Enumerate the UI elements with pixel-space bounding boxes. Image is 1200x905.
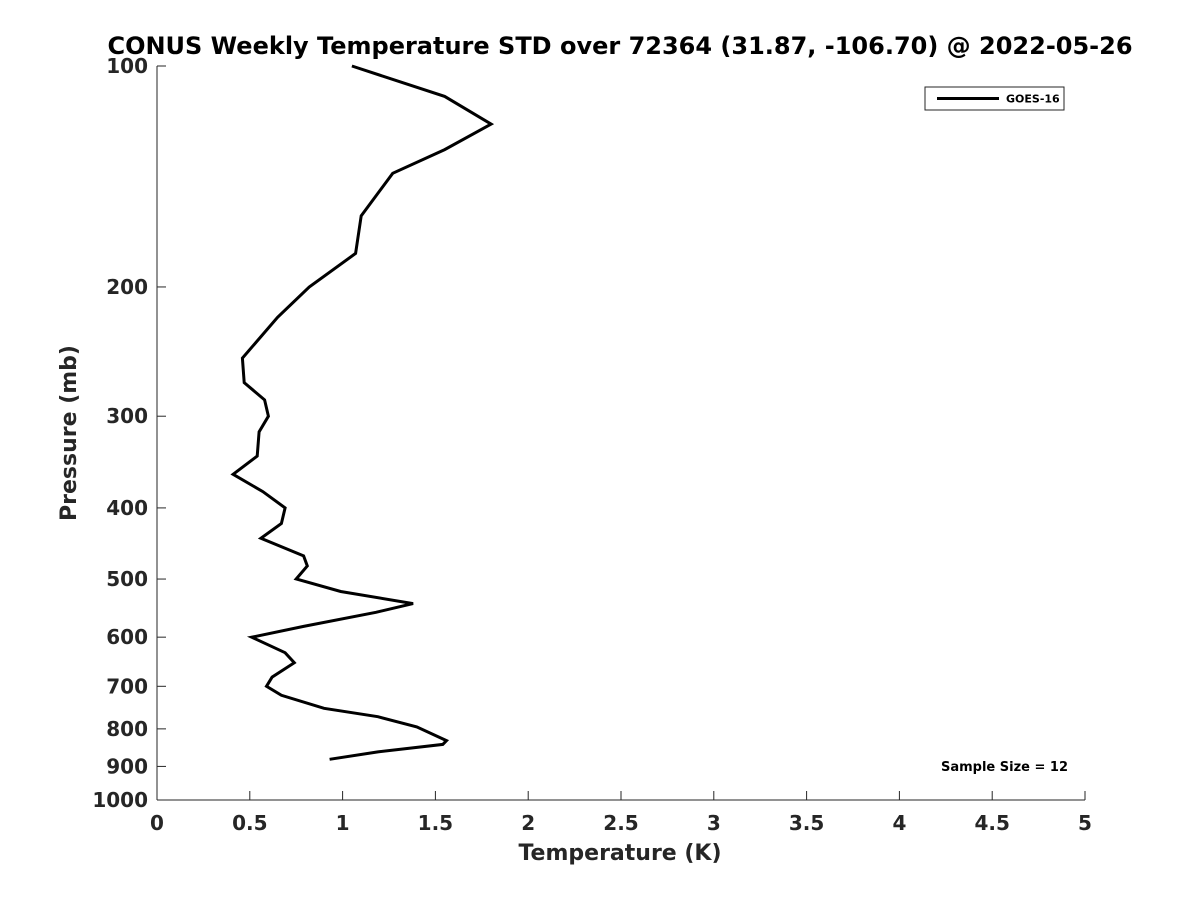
x-tick-label: 3.5 — [789, 811, 824, 835]
x-tick-label: 2 — [521, 811, 535, 835]
y-tick-label: 100 — [106, 54, 148, 78]
legend-entry-goes-16: GOES-16 — [1006, 93, 1060, 106]
y-tick-label: 300 — [106, 404, 148, 428]
x-tick-label: 1.5 — [418, 811, 453, 835]
x-tick-label: 3 — [707, 811, 721, 835]
y-tick-label: 900 — [106, 754, 148, 778]
x-axis-label: Temperature (K) — [518, 841, 721, 866]
x-tick-label: 5 — [1078, 811, 1092, 835]
chart-title: CONUS Weekly Temperature STD over 72364 … — [107, 32, 1132, 60]
legend: GOES-16 — [924, 86, 1065, 111]
plot-area — [230, 64, 495, 761]
x-tick-label: 0.5 — [232, 811, 267, 835]
y-tick-label: 1000 — [92, 788, 148, 812]
x-tick-label: 1 — [336, 811, 350, 835]
x-tick-label: 2.5 — [603, 811, 638, 835]
y-tick-label: 200 — [106, 275, 148, 299]
y-axis-label: Pressure (mb) — [57, 345, 82, 521]
y-tick-label: 700 — [106, 674, 148, 698]
sample-size-annotation: Sample Size = 12 — [941, 760, 1068, 775]
series-line-goes-16 — [230, 64, 495, 761]
x-tick-label: 4.5 — [974, 811, 1009, 835]
y-tick-label: 800 — [106, 717, 148, 741]
y-tick-label: 500 — [106, 567, 148, 591]
x-tick-label: 4 — [892, 811, 906, 835]
y-tick-label: 400 — [106, 496, 148, 520]
x-tick-label: 0 — [150, 811, 164, 835]
axes: 0 0.5 1 1.5 2 2.5 3 3.5 4 4.5 5 100 200 300 400 500 600 7… — [92, 54, 1092, 835]
y-tick-label: 600 — [106, 625, 148, 649]
